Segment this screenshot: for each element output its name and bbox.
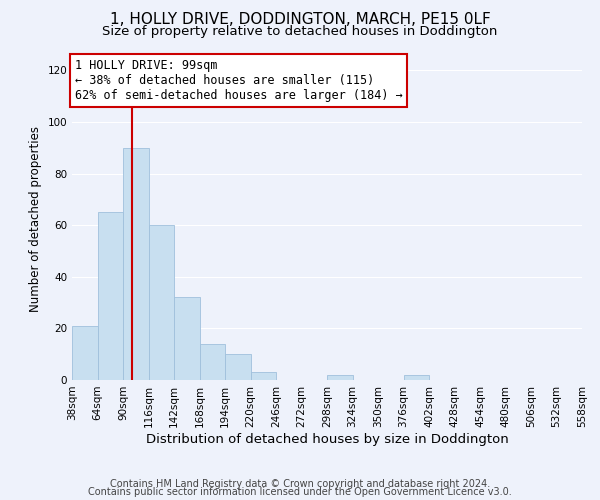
Bar [251,372,276,380]
Text: 1, HOLLY DRIVE, DODDINGTON, MARCH, PE15 0LF: 1, HOLLY DRIVE, DODDINGTON, MARCH, PE15 … [110,12,490,28]
Bar [327,375,353,380]
Bar [225,354,251,380]
Bar [149,225,174,380]
Text: Contains HM Land Registry data © Crown copyright and database right 2024.: Contains HM Land Registry data © Crown c… [110,479,490,489]
Y-axis label: Number of detached properties: Number of detached properties [29,126,42,312]
Bar [72,326,97,380]
Bar [123,148,149,380]
Bar [404,375,429,380]
Bar [199,344,225,380]
X-axis label: Distribution of detached houses by size in Doddington: Distribution of detached houses by size … [146,432,508,446]
Text: Size of property relative to detached houses in Doddington: Size of property relative to detached ho… [103,25,497,38]
Text: Contains public sector information licensed under the Open Government Licence v3: Contains public sector information licen… [88,487,512,497]
Bar [97,212,123,380]
Bar [174,298,199,380]
Text: 1 HOLLY DRIVE: 99sqm
← 38% of detached houses are smaller (115)
62% of semi-deta: 1 HOLLY DRIVE: 99sqm ← 38% of detached h… [74,59,403,102]
